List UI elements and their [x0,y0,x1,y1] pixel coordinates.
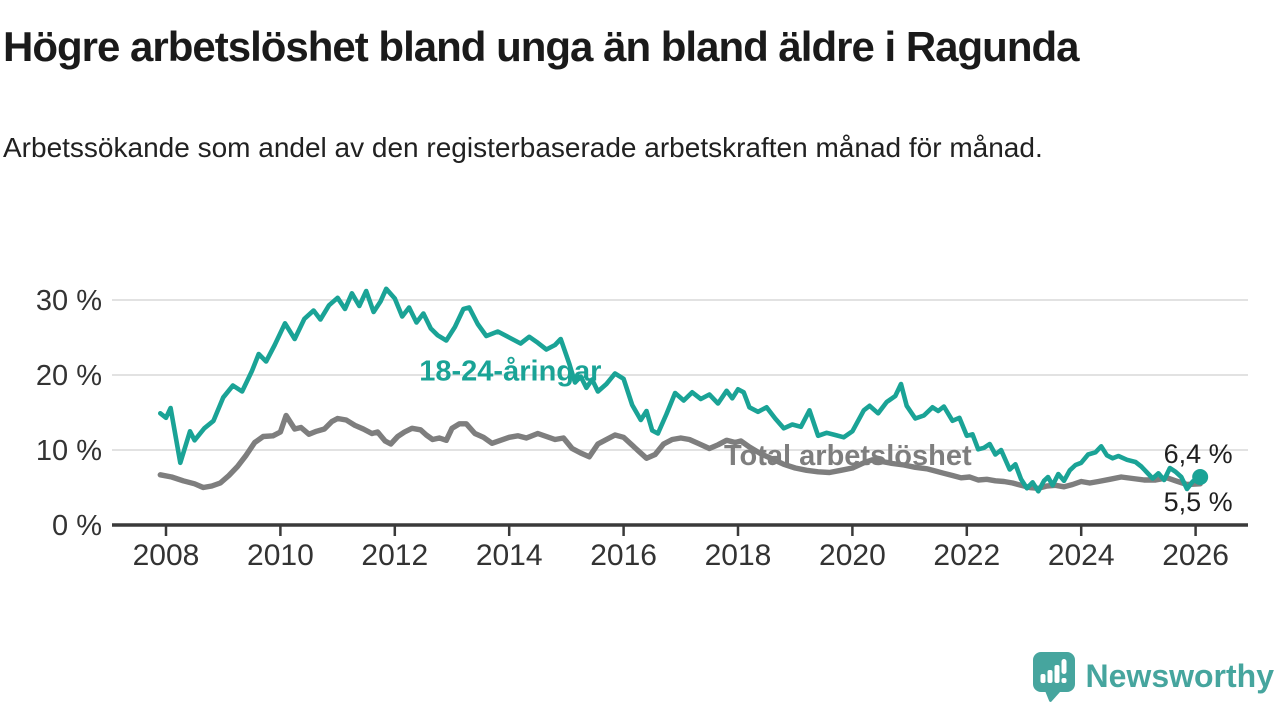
end-value-label-total: 5,5 % [1164,487,1233,517]
page-title: Högre arbetslöshet bland unga än bland ä… [3,23,1080,70]
x-axis-tick-label: 2008 [133,539,200,572]
x-axis-tick-label: 2010 [247,539,314,572]
x-axis-tick-label: 2016 [590,539,657,572]
x-axis-tick-label: 2024 [1048,539,1115,572]
newsworthy-logo-text: Newsworthy [1085,658,1274,694]
chart-speech-bubble-icon [1032,652,1075,702]
y-axis-tick-label: 20 % [36,360,102,392]
series-end-dot [1192,469,1209,485]
y-axis-tick-label: 10 % [36,435,102,467]
series-line-total [157,412,1203,491]
series-label-total: Total arbetslöshet [724,440,972,472]
series-line-youth [158,286,1203,494]
x-axis-tick-label: 2012 [361,539,428,572]
end-value-label-youth: 6,4 % [1164,439,1233,469]
newsworthy-logo: Newsworthy [1032,651,1274,702]
x-axis-tick-label: 2018 [705,539,772,572]
x-axis-tick-label: 2020 [819,539,886,572]
x-axis-tick-label: 2014 [476,539,543,572]
series-label-youth: 18-24-åringar [419,355,601,387]
x-axis-tick-label: 2026 [1162,539,1229,572]
y-axis-tick-label: 0 % [52,510,102,542]
x-axis-tick-label: 2022 [933,539,1000,572]
y-axis-tick-label: 30 % [36,285,102,317]
page-subtitle: Arbetssökande som andel av den registerb… [3,132,1043,163]
